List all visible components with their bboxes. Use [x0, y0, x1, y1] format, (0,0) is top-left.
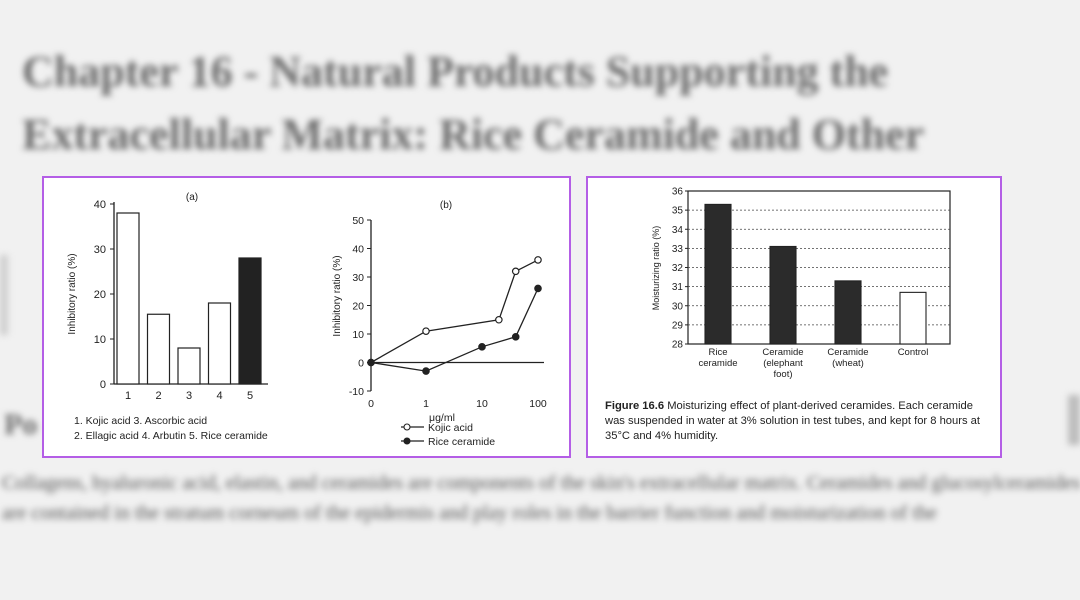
- chart-c-x-tick-label: ceramide: [698, 358, 737, 369]
- chart-b-x-tick-label: 10: [476, 398, 488, 410]
- chart-c-x-tick-label: Ceramide: [762, 347, 803, 358]
- chart-c-x-tick-label: foot): [773, 369, 792, 380]
- figure-caption-text: Moisturizing effect of plant-derived cer…: [605, 400, 981, 442]
- chart-a-x-tick-label: 1: [125, 390, 131, 402]
- chart-b-data-point: [367, 358, 375, 367]
- chart-a-bar: [207, 302, 232, 385]
- chart-a-y-tick-label: 30: [94, 244, 106, 256]
- chart-b-y-tick-label: 40: [352, 244, 364, 256]
- figure-caption: Figure 16.6 Moisturizing effect of plant…: [605, 399, 990, 444]
- chart-b-data-point: [495, 315, 503, 324]
- chart-c-x-tick-label: Rice: [708, 347, 727, 358]
- chart-a-bar: [177, 347, 201, 385]
- chart-c-bar: [899, 291, 927, 345]
- chart-a-x-tick-label: 2: [155, 390, 161, 402]
- chart-c-x-tick-label: Control: [898, 347, 929, 358]
- chart-b-data-point: [422, 327, 430, 335]
- chart-b-y-tick-label: -10: [349, 386, 364, 398]
- tyrosinase-inhibition-figure-panel[interactable]: (a) 0 10 20 30 40 Inhibitory ratio (%) 1 2 3 4 5 1. …: [42, 176, 571, 458]
- chart-a-y-tick-label: 10: [94, 334, 106, 346]
- chart-a-y-tick-label: 0: [100, 379, 106, 391]
- chart-c-y-tick-label: 28: [672, 340, 684, 351]
- chart-b-legend-label: Rice ceramide: [428, 436, 495, 448]
- chart-c-x-tick-label: Ceramide: [827, 347, 868, 358]
- chart-c-x-tick-label: (wheat): [832, 358, 864, 369]
- chart-b-legend-marker: [403, 437, 411, 445]
- chart-a-y-tick-label: 20: [94, 289, 106, 301]
- chart-b-legend-label: Kojic acid: [428, 422, 473, 434]
- chart-c-y-tick-label: 29: [672, 320, 684, 331]
- chart-a-y-tick-label: 40: [94, 199, 106, 211]
- body-paragraph: Collagens, hyaluronic acid, elastin, and…: [2, 472, 1080, 524]
- chapter-heading: Chapter 16 - Natural Products Supporting…: [22, 47, 925, 159]
- chart-a-legend-line: 1. Kojic acid 3. Ascorbic acid: [74, 415, 207, 427]
- chart-a-x-tick-label: 3: [186, 390, 192, 402]
- chart-a-x-tick-label: 4: [216, 390, 222, 402]
- chart-c-bar: [704, 203, 732, 345]
- chart-b-data-point: [534, 256, 542, 264]
- chart-a-bar: [238, 257, 262, 385]
- chart-b-x-tick-label: 0: [368, 398, 374, 410]
- chart-c-y-tick-label: 32: [672, 263, 684, 274]
- chart-b-x-tick-label: 100: [529, 398, 547, 410]
- chart-c-y-tick-label: 36: [672, 187, 684, 198]
- chart-c-y-tick-label: 31: [672, 282, 684, 293]
- left-edge-mark: [0, 255, 8, 335]
- chart-a-panel-label: (a): [186, 192, 198, 203]
- figure-caption-label: Figure 16.6: [605, 400, 665, 412]
- chart-b-y-axis-label: Inhibitory ratio (%): [332, 255, 343, 336]
- chart-c-y-tick-label: 33: [672, 244, 684, 255]
- chart-b-y-tick-label: 0: [358, 358, 364, 370]
- chart-b-legend-marker: [403, 423, 411, 431]
- chart-a-legend-line: 2. Ellagic acid 4. Arbutin 5. Rice ceram…: [74, 430, 268, 442]
- section-subheading: Po: [4, 408, 38, 441]
- moisturizing-chart-svg: 28 29 30 31 32 33 34 35 36 Moisturizing ratio (%)…: [651, 187, 951, 380]
- chart-b-y-tick-label: 30: [352, 272, 364, 284]
- chart-a-bar: [146, 313, 171, 385]
- chart-b-data-point: [534, 284, 542, 293]
- chart-b-x-axis-label: μg/ml: [429, 412, 455, 424]
- moisturizing-figure-panel[interactable]: 28 29 30 31 32 33 34 35 36 Moisturizing ratio (%)…: [586, 176, 1002, 458]
- chart-c-y-tick-label: 35: [672, 206, 684, 217]
- chart-c-y-axis-label: Moisturizing ratio (%): [651, 226, 661, 311]
- chart-b-series-line: [370, 259, 539, 364]
- chart-c-bar: [769, 245, 797, 345]
- chart-b-data-point: [511, 267, 520, 276]
- chart-b-x-tick-label: 1: [423, 398, 429, 410]
- chart-b-data-point: [422, 367, 430, 375]
- chart-a-y-axis-label: Inhibitory ratio (%): [67, 253, 78, 334]
- chart-c-y-tick-label: 30: [672, 301, 684, 312]
- chart-b-data-point: [478, 343, 486, 351]
- chart-b-y-tick-label: 50: [352, 215, 364, 227]
- chart-c-x-tick-label: (elephant: [763, 358, 803, 369]
- chart-b-y-tick-label: 20: [352, 301, 364, 313]
- chart-c-bar: [834, 280, 862, 345]
- chart-b-data-point: [511, 333, 520, 341]
- chart-a-bar: [116, 212, 140, 385]
- right-edge-mark: [1068, 395, 1080, 445]
- chart-b-series-line: [370, 288, 539, 372]
- chart-b-y-tick-label: 10: [352, 329, 364, 341]
- chart-a-x-tick-label: 5: [247, 390, 253, 402]
- chart-b-panel-label: (b): [440, 200, 452, 211]
- chart-c-y-tick-label: 34: [672, 225, 684, 236]
